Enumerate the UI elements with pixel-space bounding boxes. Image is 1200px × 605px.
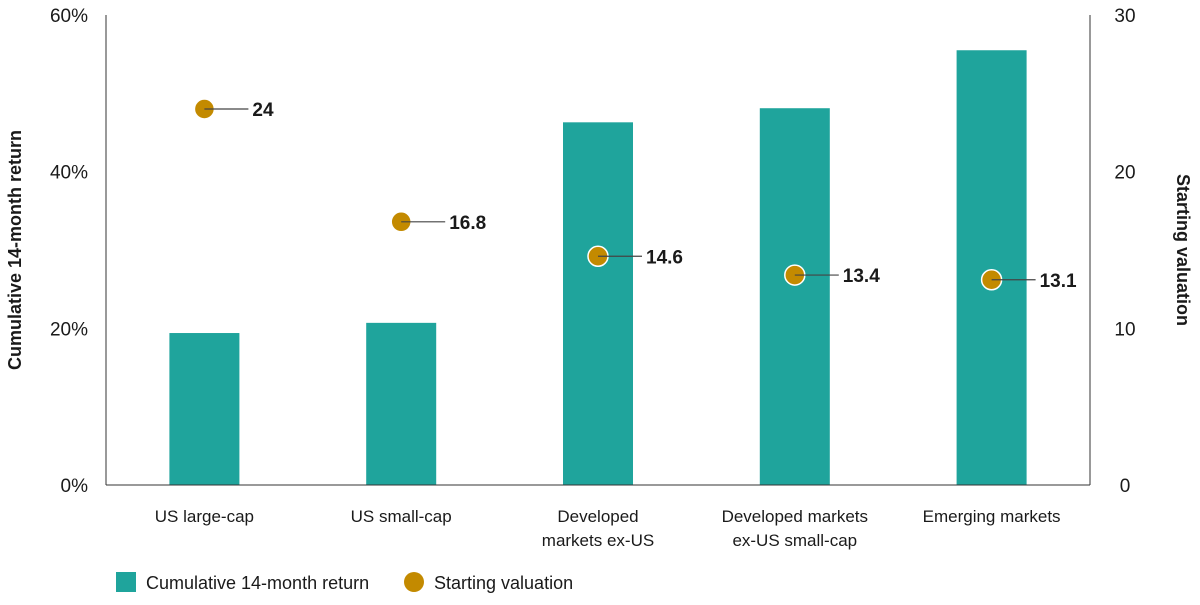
- data-label: 14.6: [646, 247, 683, 268]
- legend-label-valuation: Starting valuation: [434, 573, 573, 593]
- category-label: US small-cap: [351, 507, 452, 526]
- right-axis-title: Starting valuation: [1173, 174, 1193, 326]
- left-tick-label: 0%: [61, 476, 89, 497]
- category-label: Emerging markets: [923, 507, 1061, 526]
- right-tick-label: 0: [1120, 476, 1131, 497]
- data-label: 13.4: [843, 266, 880, 287]
- category-label: Developed markets: [722, 507, 868, 526]
- bar-1: [366, 322, 437, 485]
- data-label: 16.8: [449, 213, 486, 234]
- left-tick-label: 20%: [50, 319, 88, 340]
- right-tick-label: 20: [1114, 163, 1135, 184]
- left-axis-title: Cumulative 14-month return: [5, 130, 25, 370]
- category-label: Developed: [557, 507, 638, 526]
- right-tick-label: 10: [1114, 319, 1135, 340]
- bar-0: [169, 333, 240, 485]
- category-label: markets ex-US: [542, 531, 654, 550]
- legend-label-return: Cumulative 14-month return: [146, 573, 369, 593]
- right-tick-label: 30: [1114, 6, 1135, 27]
- left-tick-label: 40%: [50, 163, 88, 184]
- category-label: ex-US small-cap: [732, 531, 857, 550]
- bar-2: [563, 122, 633, 486]
- data-label: 24: [252, 100, 274, 121]
- bar-3: [759, 108, 830, 485]
- bar-4: [956, 50, 1027, 485]
- legend-swatch-dot: [404, 572, 424, 592]
- data-label: 13.1: [1040, 271, 1077, 292]
- category-label: US large-cap: [155, 507, 254, 526]
- left-tick-label: 60%: [50, 6, 88, 27]
- legend-swatch-bar: [116, 572, 136, 592]
